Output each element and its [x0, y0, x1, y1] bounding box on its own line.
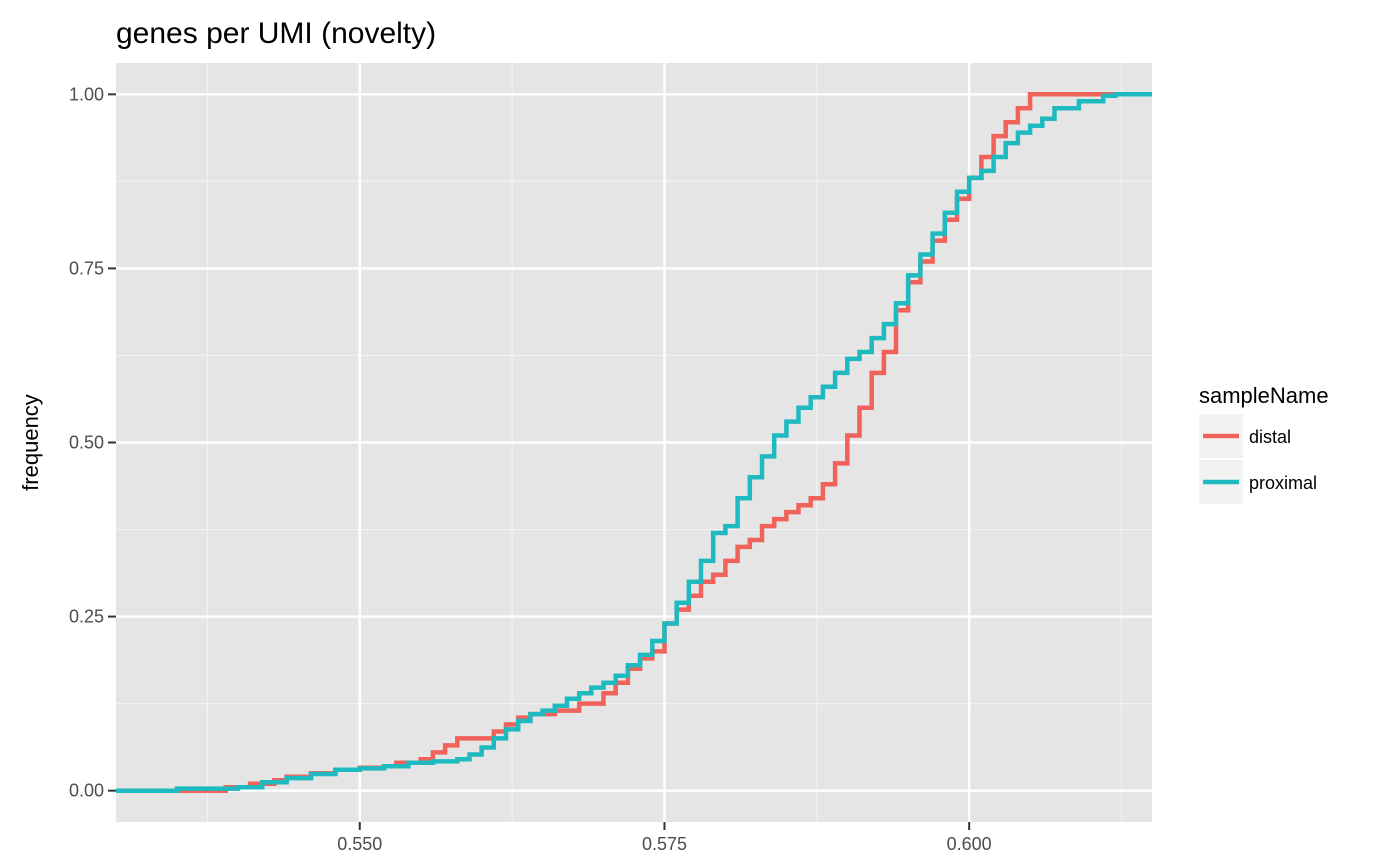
y-tick-label: 0.25 — [69, 607, 104, 627]
legend-label-proximal: proximal — [1249, 473, 1317, 493]
y-axis-title: frequency — [18, 394, 43, 491]
legend-title: sampleName — [1199, 383, 1329, 408]
series-lines — [116, 92, 1152, 793]
x-tick-label: 0.550 — [337, 834, 382, 854]
x-tick-label: 0.575 — [642, 834, 687, 854]
y-tick-label: 0.75 — [69, 258, 104, 278]
x-tick-label: 0.600 — [947, 834, 992, 854]
legend-label-distal: distal — [1249, 427, 1291, 447]
legend: sampleName distal proximal — [1199, 383, 1329, 504]
y-tick-label: 0.00 — [69, 781, 104, 801]
y-tick-label: 1.00 — [69, 84, 104, 104]
legend-items: distal proximal — [1199, 414, 1317, 504]
y-tick-label: 0.50 — [69, 433, 104, 453]
chart-title: genes per UMI (novelty) — [116, 17, 436, 50]
x-axis: 0.550 0.575 0.600 — [337, 822, 992, 854]
series-line-proximal — [116, 92, 1152, 793]
y-axis: 0.00 0.25 0.50 0.75 1.00 — [69, 84, 116, 801]
major-gridlines — [116, 63, 1152, 822]
